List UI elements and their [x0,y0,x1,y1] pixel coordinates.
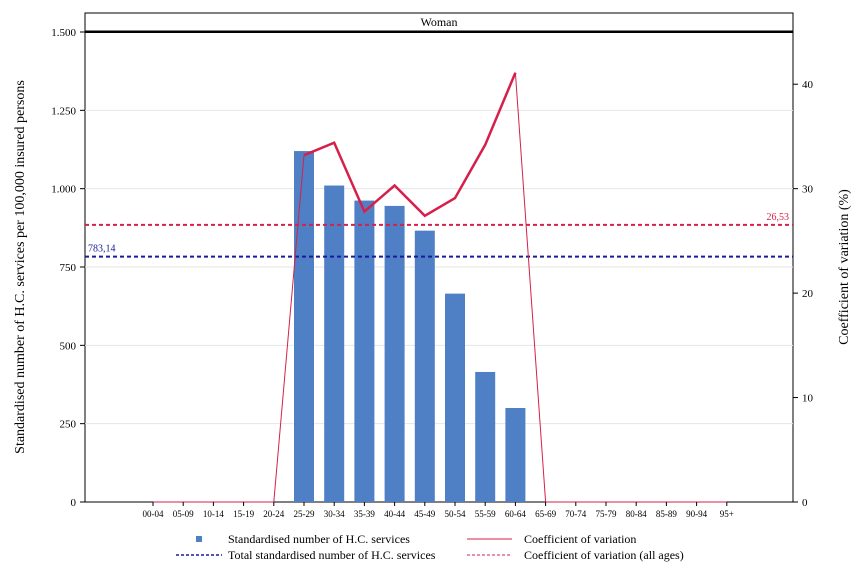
y-tick-label: 1.500 [51,27,76,39]
cv-all-reference-label: 26,53 [767,212,790,223]
cv-line-left-tail [153,155,305,503]
x-tick-label: 60-64 [505,509,526,519]
x-tick-label: 30-34 [324,509,345,519]
legend-cv-all-label: Coefficient of variation (all ages) [524,548,684,562]
x-tick-label: 65-69 [535,509,556,519]
cv-line [303,72,517,218]
x-tick-label: 10-14 [203,509,224,519]
y2-axis-title: Coefficient of variation (%) [837,189,852,345]
y-tick-label: 1.000 [51,184,76,196]
y-tick-label: 750 [60,262,77,274]
x-tick-label: 80-84 [626,509,647,519]
y2-axis-ticks: 0 10 20 30 40 [793,79,814,509]
x-tick-label: 45-49 [414,509,435,519]
x-tick-label: 90-94 [686,509,707,519]
cv-line-group [153,72,727,503]
y-tick-label: 0 [71,497,77,509]
y2-tick-label: 20 [802,288,814,300]
y-tick-label: 250 [60,419,77,431]
cv-line-right-tail [514,72,727,503]
x-tick-label: 05-09 [173,509,194,519]
y2-tick-label: 30 [802,184,814,196]
y-tick-label: 500 [60,340,77,352]
legend-bars-label: Standardised number of H.C. services [228,532,410,546]
legend: Standardised number of H.C. services Coe… [176,532,684,562]
bar-40-44 [384,205,405,502]
x-tick-label: 20-24 [263,509,284,519]
y2-tick-label: 40 [802,79,814,91]
x-axis-ticks: 00-04 05-09 10-14 15-19 20-24 25-29 30-34 35-39… [143,502,734,519]
bar-55-59 [475,371,496,502]
x-tick-label: 70-74 [565,509,586,519]
panel-title: Woman [420,15,457,29]
y-tick-label: 1.250 [51,105,76,117]
x-tick-label: 50-54 [445,509,466,519]
x-tick-label: 40-44 [384,509,405,519]
legend-cv-label: Coefficient of variation [524,532,636,546]
x-tick-label: 15-19 [233,509,254,519]
legend-total-label: Total standardised number of H.C. servic… [228,548,436,562]
y2-tick-label: 10 [802,393,814,405]
y-axis-title: Standardised number of H.C. services per… [13,80,28,454]
x-tick-label: 35-39 [354,509,375,519]
bar-25-29 [294,151,314,503]
bar-60-64 [505,408,526,502]
x-tick-label: 25-29 [294,509,315,519]
gridlines [85,109,793,425]
y-axis-ticks: 0 250 500 750 1.000 1.250 1.500 [51,27,85,509]
bars-group [294,151,526,503]
legend-bars-swatch [196,536,202,542]
x-tick-label: 85-89 [656,509,677,519]
reference-lines: 783,14 26,53 [85,212,793,258]
bar-35-39 [354,200,375,502]
x-tick-label: 95+ [720,509,734,519]
y2-tick-label: 0 [802,497,808,509]
bar-50-54 [445,293,465,502]
x-tick-label: 00-04 [143,509,164,519]
bar-45-49 [414,230,435,503]
x-tick-label: 55-59 [475,509,496,519]
x-tick-label: 75-79 [596,509,617,519]
bar-30-34 [324,185,345,503]
total-reference-label: 783,14 [88,244,116,255]
